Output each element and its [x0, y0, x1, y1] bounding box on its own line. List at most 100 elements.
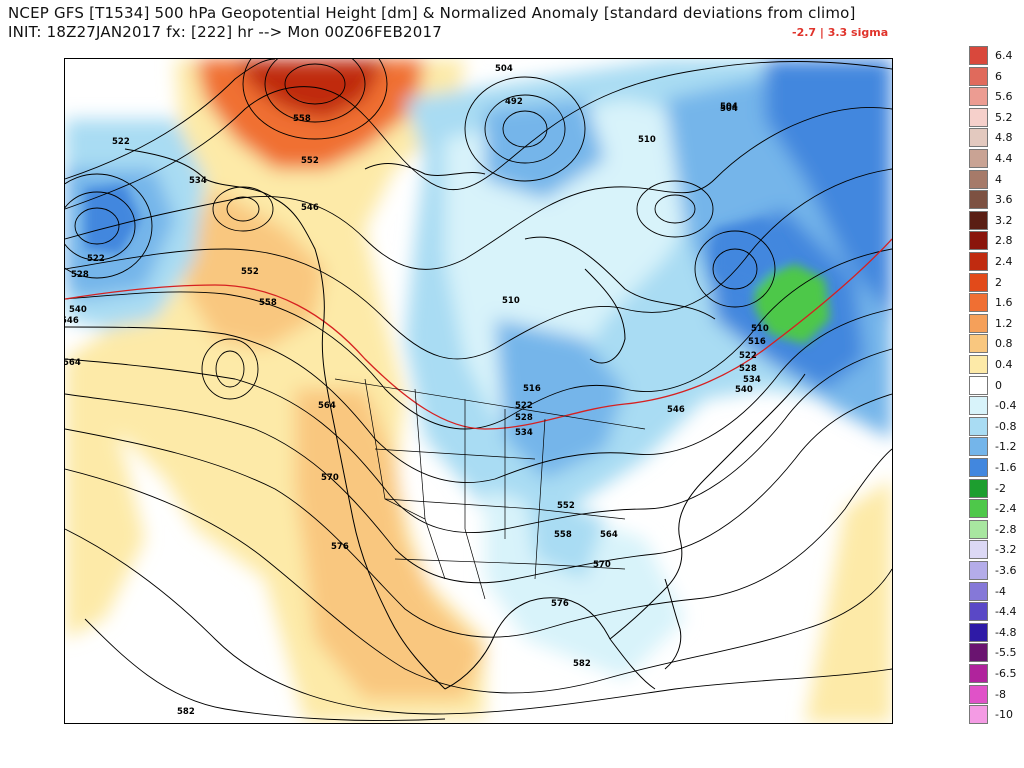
legend-label: -3.2: [995, 543, 1017, 557]
legend-swatch: [969, 355, 988, 374]
legend-swatch: [969, 190, 988, 210]
contour-label: 552: [301, 156, 319, 166]
legend-swatch: [969, 252, 988, 271]
legend-label: 2.4: [995, 255, 1013, 268]
anomaly-extreme-negative: [755, 264, 830, 344]
legend-swatch: [969, 602, 988, 622]
legend-label: 5.2: [995, 110, 1013, 124]
legend-swatch: [969, 46, 988, 65]
contour-label: 552: [557, 501, 575, 511]
legend-swatch: [969, 396, 988, 416]
legend-label: -2.8: [995, 522, 1017, 536]
legend-label: 1.6: [995, 296, 1013, 310]
legend-label: 6: [995, 69, 1002, 83]
contour-label: 540: [69, 305, 87, 315]
contour-label: 528: [739, 364, 757, 374]
legend-swatch: [969, 705, 988, 725]
legend-swatch: [969, 581, 988, 601]
legend-swatch: [969, 334, 988, 354]
contour-label: 558: [554, 530, 572, 540]
contour-label: 570: [593, 560, 611, 570]
legend-label: -1.6: [995, 461, 1017, 474]
legend-swatch: [969, 313, 988, 333]
legend-label: -10: [995, 708, 1013, 722]
contour-label: 552: [241, 267, 259, 277]
contour-label: 504: [720, 104, 738, 114]
legend-label: 4.8: [995, 131, 1013, 145]
chart-title: NCEP GFS [T1534] 500 hPa Geopotential He…: [8, 4, 856, 22]
legend-swatch: [969, 499, 988, 519]
legend-label: -0.8: [995, 419, 1017, 433]
anomaly-positive-alaska-max: [235, 59, 385, 119]
contour-label: 522: [515, 401, 533, 411]
coastlines: [124, 148, 806, 690]
contour-label: 564: [65, 358, 81, 368]
anomaly-positive-gulf-alaska: [185, 189, 325, 349]
legend-swatch: [969, 416, 988, 436]
contour-label: 528: [515, 413, 533, 423]
height-contours: [65, 59, 892, 721]
contour-label: 522: [112, 137, 130, 147]
legend-swatch: [969, 293, 988, 313]
legend-swatch: [969, 149, 988, 168]
contour-label: 564: [600, 530, 618, 540]
contour-label: 558: [259, 298, 277, 308]
legend-swatch: [969, 643, 988, 663]
contour-label: 504: [495, 64, 513, 74]
contour-label: 504: [720, 102, 738, 112]
legend-label: -4.4: [995, 605, 1017, 619]
legend-label: 5.6: [995, 90, 1013, 104]
contour-label: 546: [301, 203, 319, 213]
legend-swatch: [969, 478, 988, 498]
legend-label: 0.8: [995, 337, 1013, 351]
legend-label: 3.6: [995, 193, 1013, 207]
forecast-map: 504 504 492 510 522 534 558 552 546 522 …: [64, 58, 893, 724]
legend-swatch: [969, 684, 988, 704]
legend-swatch: [969, 66, 988, 86]
legend-swatch: [969, 107, 988, 127]
contour-label: 510: [751, 324, 769, 334]
contour-label: 546: [65, 316, 79, 326]
contour-label: 534: [515, 428, 533, 438]
legend-label: 6.4: [995, 49, 1013, 62]
legend-label: -8: [995, 687, 1006, 701]
contour-label: 576: [551, 599, 569, 609]
legend-label: 1.2: [995, 316, 1013, 330]
contour-label: 564: [318, 401, 336, 411]
legend-swatch: [969, 622, 988, 642]
state-borders: [334, 378, 646, 600]
legend-label: 0: [995, 378, 1002, 392]
legend-label: -5.5: [995, 646, 1017, 660]
legend-swatch: [969, 540, 988, 560]
init-forecast-line: INIT: 18Z27JAN2017 fx: [222] hr --> Mon …: [8, 23, 442, 41]
legend-label: 4.4: [995, 152, 1013, 165]
contour-label: 558: [293, 114, 311, 124]
sigma-range: -2.7 | 3.3 sigma: [792, 26, 889, 39]
legend-swatch: [969, 458, 988, 477]
legend-label: 0.4: [995, 358, 1013, 371]
contour-label: 522: [739, 351, 757, 361]
anomaly-shading: [65, 59, 892, 723]
legend-label: -1.2: [995, 440, 1017, 454]
contour-label: 492: [505, 97, 523, 107]
legend-swatch: [969, 87, 988, 107]
contour-label: 534: [189, 176, 207, 186]
contour-label: 570: [321, 473, 339, 483]
legend-swatch: [969, 169, 988, 189]
legend-label: 4: [995, 172, 1002, 186]
legend-label: -0.4: [995, 399, 1017, 413]
contour-label: 522: [87, 254, 105, 264]
legend-label: -6.5: [995, 667, 1017, 680]
contour-label: 540: [735, 385, 753, 395]
contour-label: 576: [331, 542, 349, 552]
contour-label: 582: [177, 707, 195, 717]
contour-label: 516: [748, 337, 766, 347]
legend-swatch: [969, 210, 988, 230]
contour-label: 546: [667, 405, 685, 415]
legend-swatch: [969, 664, 988, 683]
legend-swatch: [969, 231, 988, 251]
legend-swatch: [969, 272, 988, 292]
contour-label: 516: [523, 384, 541, 394]
legend-label: 3.2: [995, 213, 1013, 227]
legend-swatch: [969, 519, 988, 539]
